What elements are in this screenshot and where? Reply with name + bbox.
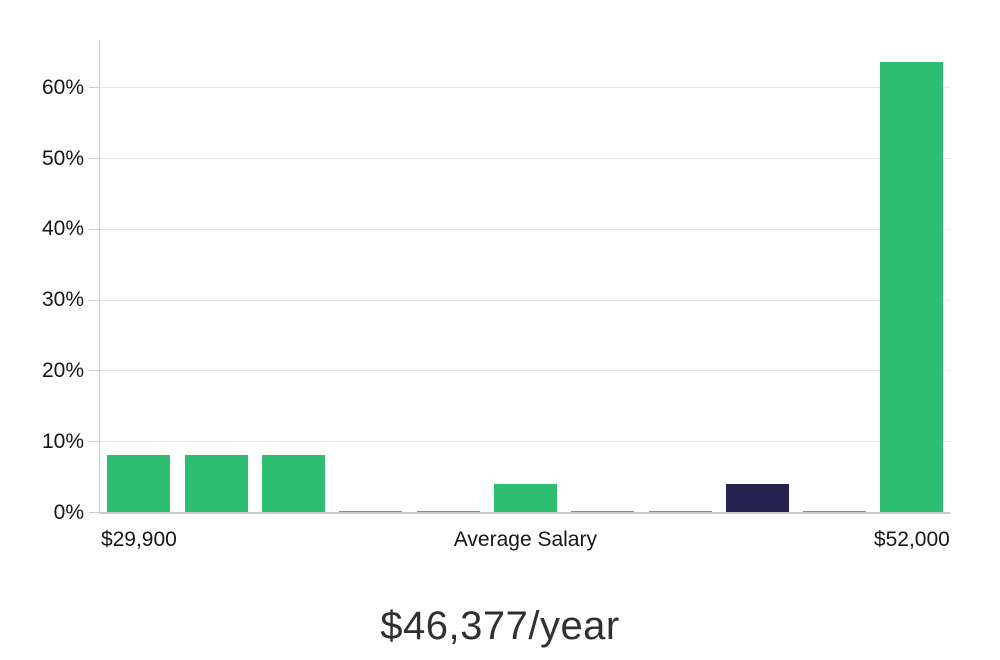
bar-salary-bin-3[interactable] — [262, 455, 325, 512]
y-tick-mark — [89, 87, 99, 89]
bar-salary-bin-11[interactable] — [880, 62, 944, 512]
y-tick-mark — [89, 512, 99, 513]
x-tick-label: Average Salary — [453, 528, 597, 551]
y-tick-mark — [89, 228, 99, 230]
gridline-50% — [99, 158, 950, 159]
bar-salary-bin-6[interactable] — [493, 483, 557, 512]
y-tick-label: 30% — [41, 288, 84, 312]
x-axis-line — [99, 512, 950, 514]
gridline-40% — [99, 228, 950, 230]
y-tick-label: 20% — [41, 358, 84, 382]
average-salary-title: $46,377/year — [380, 604, 620, 648]
bar-salary-bin-5[interactable] — [416, 510, 480, 512]
y-tick-label: 60% — [41, 75, 84, 99]
bar-average-salary-bin[interactable] — [725, 483, 789, 512]
y-tick-mark — [89, 158, 99, 159]
y-tick-label: 50% — [41, 146, 84, 170]
x-tick-label: $29,900 — [100, 528, 177, 551]
bar-salary-bin-4[interactable] — [339, 510, 403, 512]
y-tick-label: 40% — [41, 217, 84, 241]
gridline-20% — [99, 370, 950, 372]
gridline-30% — [99, 299, 950, 301]
y-tick-mark — [89, 370, 99, 372]
y-tick-mark — [89, 299, 99, 301]
bar-salary-bin-10[interactable] — [803, 510, 867, 512]
bar-salary-bin-7[interactable] — [571, 510, 635, 512]
y-tick-label: 0% — [53, 500, 84, 524]
x-tick-label: $52,000 — [873, 528, 950, 551]
gridline-60% — [99, 87, 950, 89]
bar-salary-bin-8[interactable] — [648, 510, 712, 512]
gridline-10% — [99, 441, 950, 443]
plot-area: 0% 10% 20% 30% 40% 50% 60% $29,900 Average Salar… — [41, 40, 950, 551]
y-tick-mark — [89, 441, 99, 443]
bar-salary-bin-1[interactable] — [107, 455, 171, 512]
y-axis-line — [99, 40, 100, 514]
bar-salary-bin-2[interactable] — [184, 455, 248, 512]
y-tick-label: 10% — [41, 429, 84, 453]
